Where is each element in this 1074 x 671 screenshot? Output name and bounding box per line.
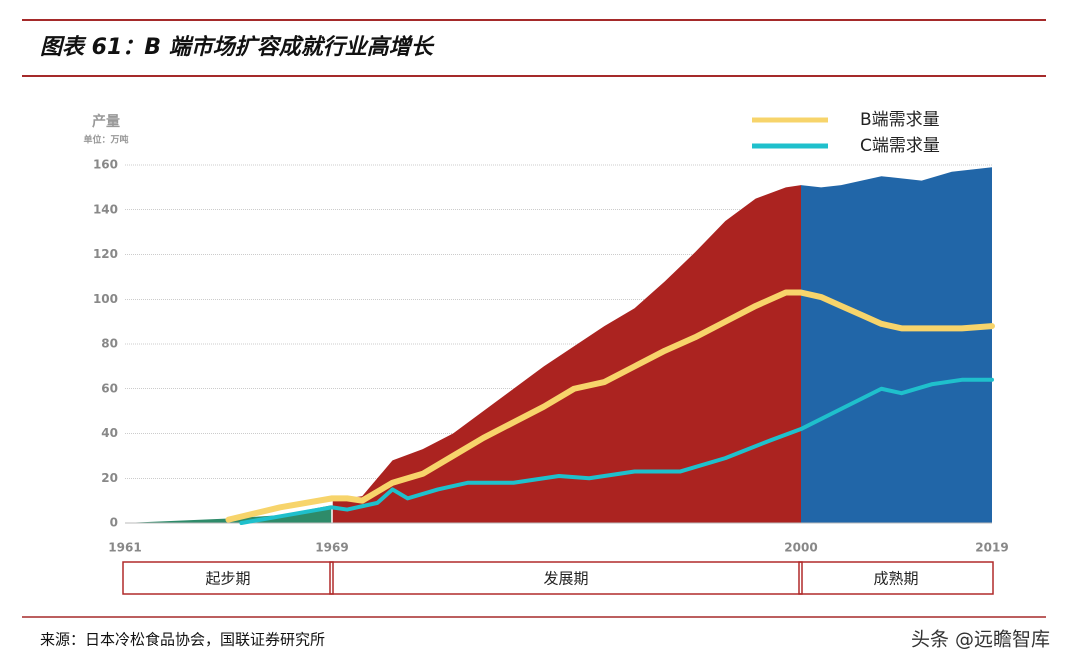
phase-box bbox=[798, 561, 994, 595]
source: 来源：日本冷松食品协会，国联证券研究所 bbox=[40, 631, 325, 649]
phase-label: 发展期 bbox=[543, 570, 588, 588]
y-tick-label: 100 bbox=[93, 292, 118, 306]
phase-label: 成熟期 bbox=[873, 570, 918, 588]
area bbox=[125, 505, 332, 523]
phase-box bbox=[329, 561, 803, 595]
watermark: 头条 @远瞻智库 bbox=[911, 629, 1050, 651]
legend-label: C端需求量 bbox=[860, 136, 940, 156]
area bbox=[332, 185, 801, 523]
y-tick-label: 20 bbox=[101, 471, 118, 485]
y-tick-label: 60 bbox=[101, 381, 118, 395]
y-tick-label: 160 bbox=[93, 158, 118, 172]
y-tick-label: 80 bbox=[101, 337, 118, 351]
x-tick-label: 2019 bbox=[975, 541, 1008, 555]
y-unit: 单位：万吨 bbox=[83, 134, 128, 146]
y-tick-label: 40 bbox=[101, 426, 118, 440]
line bbox=[239, 377, 994, 525]
area bbox=[801, 167, 992, 524]
x-tick-label: 1961 bbox=[108, 541, 141, 555]
title: 图表 61：B 端市场扩容成就行业高增长 bbox=[40, 34, 435, 60]
x-tick-label: 1969 bbox=[315, 541, 348, 555]
legend-label: B端需求量 bbox=[860, 110, 940, 130]
y-label: 产量 bbox=[92, 113, 120, 130]
line bbox=[225, 289, 995, 523]
phase-label: 起步期 bbox=[205, 570, 250, 588]
x-tick-label: 2000 bbox=[784, 541, 817, 555]
phase-box bbox=[122, 561, 334, 595]
y-tick-label: 120 bbox=[93, 247, 118, 261]
y-tick-label: 0 bbox=[110, 516, 118, 530]
y-tick-label: 140 bbox=[93, 202, 118, 216]
